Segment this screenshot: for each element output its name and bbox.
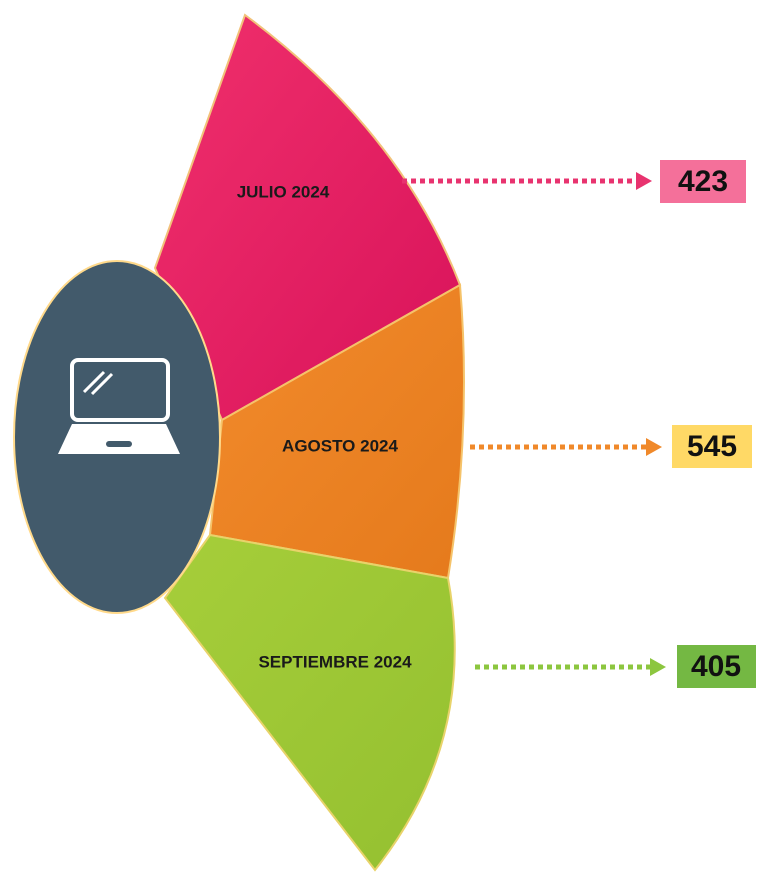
- segment-septiembre: [163, 533, 456, 872]
- segment-julio: [153, 13, 462, 422]
- value: 405: [691, 650, 741, 683]
- laptop-icon: [58, 358, 180, 454]
- value: 423: [678, 165, 728, 198]
- segment-agosto: [208, 283, 465, 580]
- arrow: [402, 172, 652, 190]
- segment-label: AGOSTO 2024: [282, 436, 398, 455]
- segment-label: JULIO 2024: [237, 182, 330, 201]
- arrow: [470, 438, 662, 456]
- value-box: [677, 645, 756, 688]
- segment-label: SEPTIEMBRE 2024: [258, 652, 412, 671]
- arrow: [475, 658, 666, 676]
- value: 545: [687, 430, 737, 463]
- value-box: [672, 425, 752, 468]
- value-box: [660, 160, 746, 203]
